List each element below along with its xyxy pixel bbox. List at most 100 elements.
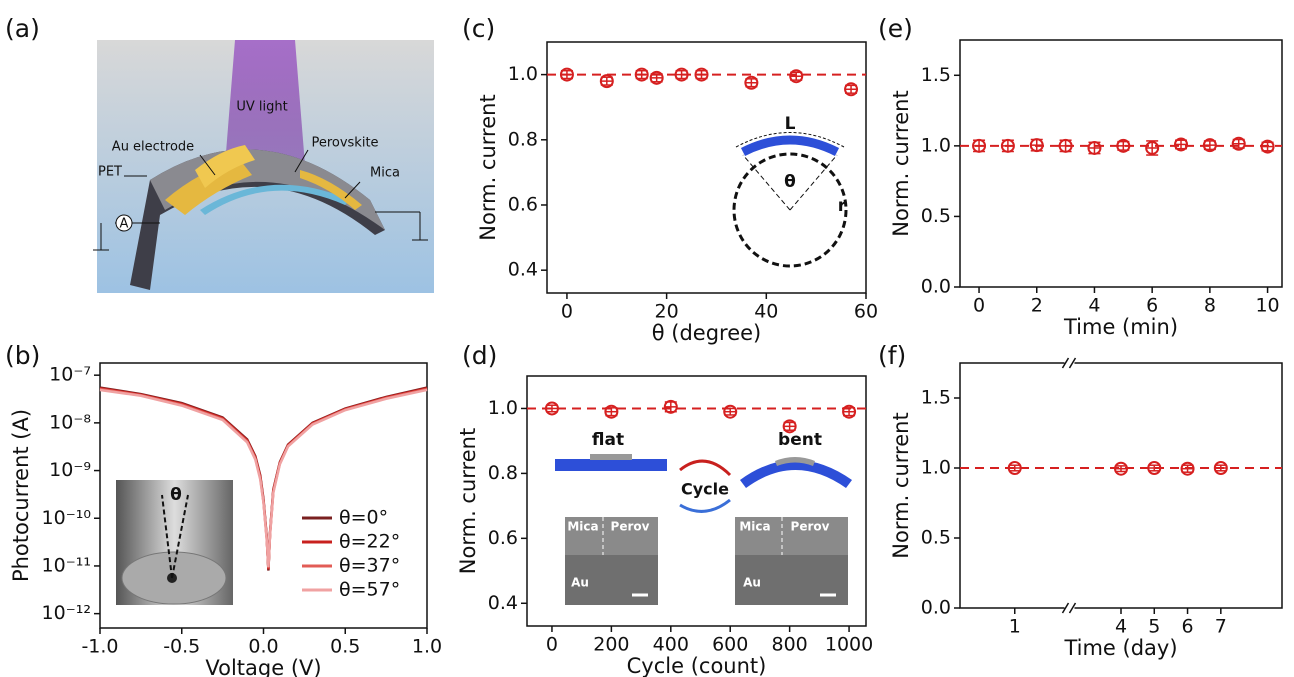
x-tick-label: 8 <box>1204 295 1216 317</box>
x-axis-label: Time (day) <box>1063 636 1177 660</box>
y-tick-label: 0.4 <box>488 592 518 614</box>
x-tick-label: 600 <box>712 634 748 656</box>
y-tick-label: 0.4 <box>508 259 538 281</box>
x-tick-label: 0 <box>546 634 558 656</box>
legend-label: θ=0° <box>339 507 388 529</box>
y-tick-label: 0.0 <box>921 597 951 619</box>
plot-frame <box>960 40 1282 287</box>
y-tick-label: 1.0 <box>488 397 518 419</box>
x-tick-label: 4 <box>1115 616 1127 638</box>
panel-label: (d) <box>462 341 497 370</box>
schematic-label: UV light <box>236 100 287 115</box>
y-tick-label: 0.8 <box>508 128 538 150</box>
cycle-arrow <box>680 500 730 511</box>
inset-label: Au <box>571 576 589 590</box>
x-tick-label: 400 <box>653 634 689 656</box>
inset-label: θ <box>784 172 796 192</box>
legend-label: θ=37° <box>339 555 400 577</box>
inset-label: bent <box>778 430 822 450</box>
x-tick-label: 0 <box>973 295 985 317</box>
y-tick-label: 1.0 <box>921 457 951 479</box>
flat-substrate <box>555 459 667 471</box>
x-tick-label: 0.0 <box>248 636 278 658</box>
inset-label: Mica <box>739 520 770 534</box>
x-tick-label: 6 <box>1181 616 1193 638</box>
inset-label: Cycle <box>681 480 729 499</box>
x-axis-label: Cycle (count) <box>627 654 767 677</box>
y-tick-label: 0.8 <box>488 462 518 484</box>
x-tick-label: 1 <box>1009 616 1021 638</box>
inset-label: L <box>785 114 796 134</box>
y-tick-label: 10⁻¹¹ <box>42 554 91 576</box>
plot-frame <box>547 42 866 293</box>
y-axis-label: Norm. current <box>456 428 480 574</box>
y-axis-label: Norm. current <box>889 90 913 236</box>
x-tick-label: 10 <box>1255 295 1279 317</box>
schematic-label: Au electrode <box>112 140 194 155</box>
inset-c <box>734 133 846 267</box>
x-tick-label: 800 <box>772 634 808 656</box>
inset-label: flat <box>592 430 624 450</box>
x-tick-label: 20 <box>655 301 679 323</box>
x-tick-label: 60 <box>854 301 878 323</box>
schematic-label: A <box>120 217 129 232</box>
x-axis-label: Time (min) <box>1063 315 1178 339</box>
x-axis-label: Voltage (V) <box>205 656 321 677</box>
y-tick-label: 10⁻⁸ <box>49 411 91 433</box>
y-axis-label: Norm. current <box>889 412 913 558</box>
y-axis-label: Norm. current <box>476 94 500 240</box>
x-tick-label: 2 <box>1031 295 1043 317</box>
x-tick-label: 200 <box>593 634 629 656</box>
panel-label: (e) <box>878 14 913 43</box>
y-axis-label: Photocurrent (A) <box>9 409 33 582</box>
legend-label: θ=57° <box>339 579 400 601</box>
panel-label: (f) <box>878 341 906 370</box>
y-tick-label: 1.5 <box>921 64 951 86</box>
x-tick-label: 7 <box>1215 616 1227 638</box>
x-tick-label: 6 <box>1146 295 1158 317</box>
bent-substrate <box>740 460 852 488</box>
panel-label: (b) <box>5 341 40 370</box>
inset-label: θ <box>170 485 182 505</box>
plot-frame <box>960 363 1282 608</box>
y-tick-label: 10⁻¹² <box>42 602 91 624</box>
inset-label: Perov <box>791 520 830 534</box>
y-tick-label: 10⁻¹⁰ <box>42 507 91 529</box>
inset-label: Perov <box>611 520 650 534</box>
y-tick-label: 10⁻⁹ <box>49 459 91 481</box>
cycle-arrow <box>680 461 730 475</box>
flat-film <box>590 454 632 460</box>
y-tick-label: 1.0 <box>508 63 538 85</box>
figure: (a) UV light Au electrode Perovskite PET Mica… <box>0 0 1294 677</box>
x-tick-label: 4 <box>1088 295 1100 317</box>
inset-label: Mica <box>567 520 598 534</box>
y-tick-label: 0.6 <box>508 193 538 215</box>
x-tick-label: 1.0 <box>412 636 442 658</box>
x-tick-label: -1.0 <box>81 636 118 658</box>
schematic-label: Perovskite <box>311 136 378 151</box>
y-tick-label: 10⁻⁷ <box>49 364 91 386</box>
inset-radius <box>790 155 837 210</box>
x-tick-label: 40 <box>754 301 778 323</box>
x-tick-label: 1000 <box>825 634 873 656</box>
y-tick-label: 0.6 <box>488 527 518 549</box>
schematic-label: PET <box>98 165 122 180</box>
x-tick-label: 5 <box>1148 616 1160 638</box>
panel-label: (c) <box>462 14 495 43</box>
y-tick-label: 1.0 <box>921 134 951 156</box>
inset-radius <box>743 155 790 210</box>
panel-label: (a) <box>5 14 40 43</box>
x-tick-label: -0.5 <box>163 636 200 658</box>
y-tick-label: 0.5 <box>921 527 951 549</box>
schematic-label: Mica <box>370 166 400 181</box>
y-tick-label: 0.5 <box>921 205 951 227</box>
y-tick-label: 1.5 <box>921 387 951 409</box>
x-tick-label: 0 <box>561 301 573 323</box>
x-tick-label: 0.5 <box>330 636 360 658</box>
inset-label: Au <box>743 576 761 590</box>
inset-label: r <box>838 196 847 216</box>
x-axis-label: θ (degree) <box>652 321 762 345</box>
legend-label: θ=22° <box>339 531 400 553</box>
y-tick-label: 0.0 <box>921 276 951 298</box>
inset-arc <box>743 140 837 152</box>
